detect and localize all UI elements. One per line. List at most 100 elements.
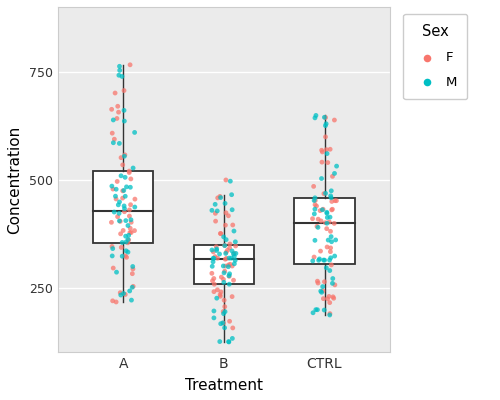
Point (222, 222, 230, 228)
Point (108, 106, 116, 112)
Point (122, 233, 130, 239)
Point (224, 264, 232, 270)
Point (310, 211, 318, 217)
Point (214, 287, 222, 293)
Point (326, 310, 334, 317)
Point (314, 306, 322, 313)
Point (230, 260, 238, 267)
Point (226, 261, 234, 268)
Point (226, 178, 234, 184)
Point (108, 243, 116, 250)
Point (220, 263, 228, 269)
Point (117, 172, 125, 179)
Point (222, 256, 230, 262)
Point (328, 238, 336, 245)
Point (216, 338, 224, 345)
Point (119, 227, 127, 234)
Point (114, 214, 122, 220)
Point (120, 290, 128, 297)
Point (222, 255, 230, 262)
Point (125, 169, 133, 176)
Point (328, 262, 336, 268)
Point (326, 146, 334, 152)
Point (324, 159, 332, 166)
Point (112, 299, 120, 305)
Point (222, 177, 230, 183)
Point (329, 275, 337, 282)
Point (210, 249, 218, 255)
Point (118, 244, 126, 251)
Point (226, 318, 234, 324)
Point (317, 288, 325, 294)
Point (131, 204, 139, 210)
Point (116, 199, 124, 205)
Point (217, 289, 225, 295)
Point (230, 277, 237, 284)
Point (318, 147, 326, 154)
Point (112, 186, 120, 192)
Point (328, 198, 336, 205)
Point (220, 279, 228, 286)
Point (318, 284, 326, 290)
Point (108, 245, 116, 252)
Point (112, 193, 120, 199)
Point (325, 293, 333, 300)
Point (211, 254, 219, 260)
Point (122, 184, 130, 190)
Point (316, 208, 324, 214)
Point (311, 115, 319, 121)
Point (120, 153, 128, 160)
Point (325, 219, 333, 225)
Point (116, 63, 124, 70)
Point (125, 168, 133, 174)
Point (222, 263, 230, 269)
Point (128, 297, 136, 303)
Point (117, 292, 125, 298)
Point (216, 230, 224, 237)
Point (130, 228, 138, 234)
Point (326, 248, 334, 255)
Point (210, 308, 218, 314)
Point (322, 190, 330, 196)
Point (330, 295, 338, 302)
Point (328, 188, 336, 194)
Point (220, 270, 228, 276)
Point (126, 213, 134, 219)
Point (222, 210, 230, 216)
Point (332, 163, 340, 169)
Point (126, 62, 134, 68)
Point (323, 150, 331, 157)
Point (326, 255, 334, 261)
Point (317, 218, 325, 224)
Point (126, 229, 134, 236)
Point (220, 310, 228, 317)
Point (221, 200, 229, 206)
Point (129, 266, 137, 272)
Point (208, 278, 216, 284)
Point (327, 194, 335, 201)
Point (122, 248, 130, 254)
Point (228, 222, 236, 228)
Point (113, 178, 121, 185)
Point (222, 236, 230, 243)
Bar (294, 198, 355, 264)
Point (311, 202, 319, 208)
Point (230, 228, 238, 234)
Point (130, 129, 138, 136)
Point (213, 208, 221, 214)
Point (322, 122, 330, 129)
Point (118, 195, 126, 201)
Point (210, 275, 218, 282)
Point (110, 136, 118, 142)
Point (331, 282, 339, 288)
Point (120, 87, 128, 94)
Point (221, 304, 229, 310)
Point (124, 236, 132, 243)
Point (216, 194, 224, 201)
Point (126, 184, 134, 190)
Point (308, 216, 316, 222)
Point (313, 223, 321, 230)
Point (322, 226, 330, 232)
Point (210, 288, 218, 295)
Point (220, 320, 228, 326)
